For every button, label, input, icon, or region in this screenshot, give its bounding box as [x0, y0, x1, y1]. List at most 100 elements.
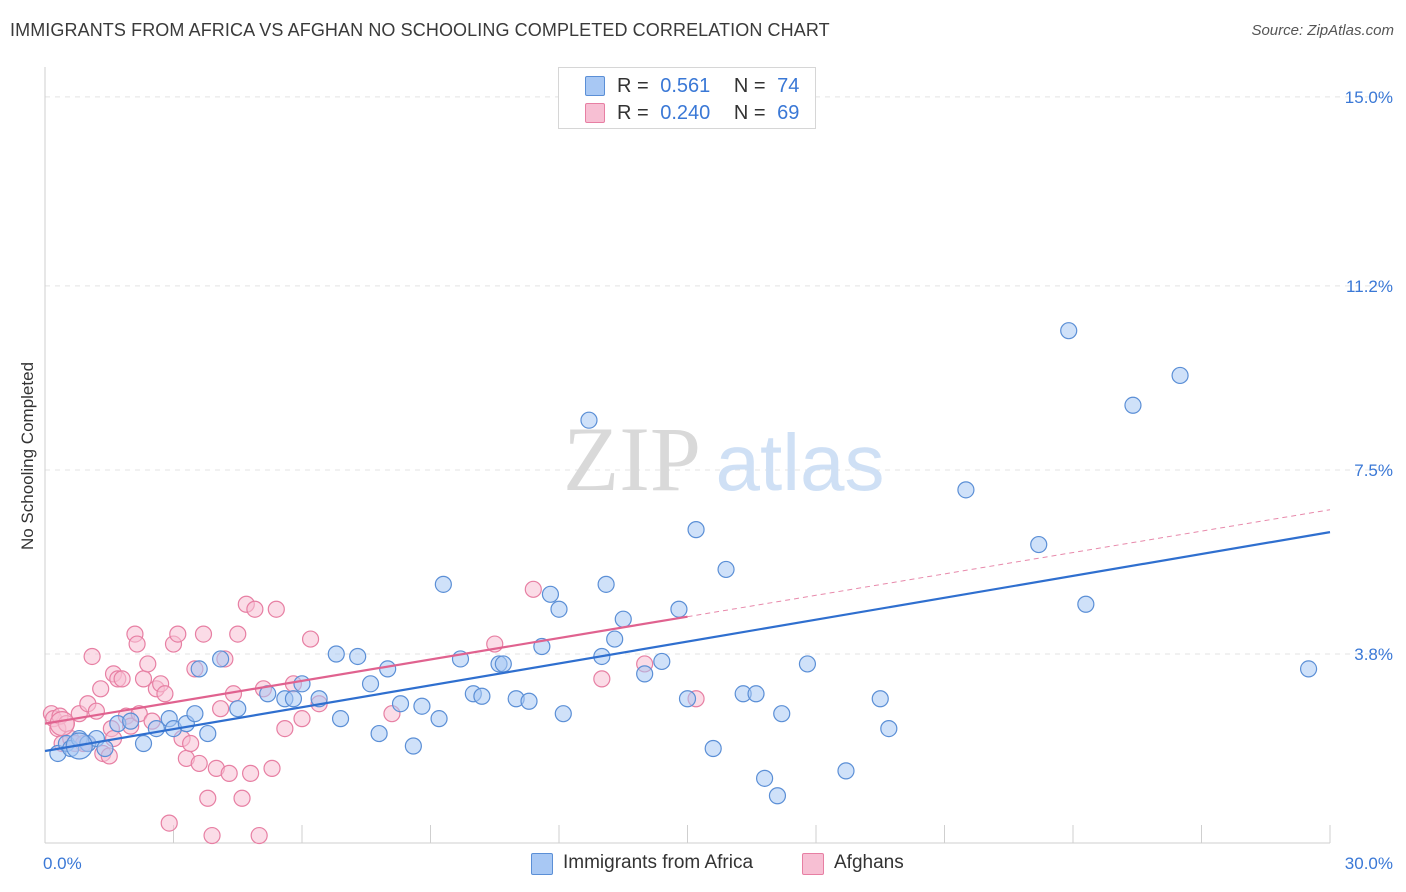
africa-swatch — [585, 76, 605, 96]
afghans-point-12 — [83, 647, 101, 666]
africa-point-64 — [837, 762, 855, 780]
legend-row-africa-text: R = 0.561 N = 74 — [617, 75, 799, 98]
afghans-r-label: R = — [617, 102, 649, 124]
africa-point-17 — [212, 650, 230, 668]
africa-point-14 — [186, 705, 204, 723]
africa-point-22 — [293, 675, 311, 693]
afghans-n-value: 69 — [777, 102, 800, 124]
bottom-africa-swatch — [531, 853, 553, 875]
grid-layer — [45, 96, 1395, 655]
africa-point-67 — [957, 481, 975, 499]
afghans-point-58 — [276, 719, 294, 738]
africa-point-9 — [134, 734, 153, 753]
africa-point-31 — [404, 737, 422, 755]
africa-point-6 — [96, 739, 114, 758]
chart-title: IMMIGRANTS FROM AFRICA VS AFGHAN NO SCHO… — [10, 20, 830, 40]
legend-row-afghans-text: R = 0.240 N = 69 — [617, 102, 799, 125]
africa-point-28 — [370, 724, 388, 743]
africa-point-63 — [798, 655, 817, 673]
afghans-point-57 — [267, 600, 285, 618]
afghans-point-14 — [92, 680, 110, 698]
africa-point-37 — [473, 687, 491, 705]
africa-point-21 — [284, 690, 303, 708]
africa-point-49 — [606, 630, 624, 648]
africa-point-16 — [199, 724, 217, 743]
africa-r-value: 0.561 — [660, 75, 711, 97]
correlation-legend: R = 0.561 N = 74 R = 0.240 N = 69 — [558, 67, 816, 129]
africa-point-69 — [1060, 322, 1078, 340]
afghans-point-50 — [233, 789, 251, 807]
tick-labels: 3.8% 7.5% 11.2% 15.0% 0.0% 30.0% — [43, 88, 1393, 873]
afghans-points — [42, 580, 705, 845]
afghans-point-28 — [139, 655, 157, 673]
source-label: Source: ZipAtlas.com — [1251, 22, 1394, 39]
afghans-point-53 — [246, 600, 264, 618]
africa-point-65 — [871, 690, 889, 708]
africa-point-44 — [550, 600, 568, 618]
africa-point-59 — [747, 685, 765, 703]
bottom-afghans-label: Afghans — [834, 852, 904, 873]
africa-point-32 — [413, 697, 431, 715]
afghans-point-43 — [203, 826, 221, 845]
africa-point-41 — [520, 692, 538, 710]
afghans-point-25 — [128, 635, 146, 653]
africa-point-56 — [704, 739, 722, 758]
afghans-point-33 — [160, 814, 178, 832]
afghans-point-35 — [169, 625, 187, 643]
africa-point-34 — [434, 575, 452, 593]
afghans-point-61 — [301, 630, 320, 648]
africa-point-45 — [554, 705, 572, 723]
africa-point-25 — [331, 710, 350, 728]
africa-point-70 — [1077, 595, 1095, 613]
afghans-point-60 — [293, 710, 311, 728]
africa-point-26 — [349, 647, 367, 666]
x-tick-label-1: 30.0% — [1345, 854, 1393, 873]
africa-point-50 — [614, 610, 632, 628]
africa-point-15 — [190, 660, 208, 678]
africa-n-label: N = — [733, 75, 766, 97]
afghans-trend-line — [44, 615, 688, 725]
africa-point-53 — [670, 600, 688, 618]
x-tick-label-0: 0.0% — [43, 854, 82, 873]
africa-point-46 — [580, 411, 598, 429]
afghans-point-21 — [113, 670, 131, 688]
africa-point-27 — [361, 675, 380, 693]
afghans-point-66 — [593, 670, 611, 688]
trend-lines — [44, 509, 1331, 753]
africa-point-68 — [1030, 535, 1048, 554]
afghans-point-65 — [524, 580, 542, 598]
africa-point-8 — [122, 712, 140, 730]
africa-point-60 — [755, 769, 774, 787]
watermark: ZIP atlas — [563, 408, 884, 510]
africa-point-72 — [1171, 366, 1189, 385]
afghans-r-value: 0.240 — [660, 102, 711, 124]
afghans-trend-extension — [687, 509, 1331, 618]
afghans-n-label: N = — [733, 102, 766, 124]
bottom-afghans-swatch — [802, 853, 824, 875]
africa-point-29 — [379, 660, 397, 678]
africa-point-24 — [327, 645, 345, 663]
africa-r-label: R = — [617, 75, 649, 97]
afghans-point-49 — [229, 625, 247, 643]
africa-point-39 — [494, 655, 512, 673]
africa-point-18 — [229, 700, 247, 718]
africa-point-62 — [773, 705, 791, 723]
watermark-atlas: atlas — [716, 418, 885, 507]
afghans-point-42 — [199, 789, 217, 807]
africa-point-52 — [653, 652, 671, 671]
bottom-africa-label: Immigrants from Africa — [563, 852, 754, 873]
africa-point-57 — [717, 560, 735, 579]
afghans-point-52 — [242, 764, 260, 782]
y-tick-label-1: 7.5% — [1354, 461, 1393, 480]
afghans-point-40 — [190, 754, 208, 773]
y-tick-label-0: 3.8% — [1354, 645, 1393, 664]
afghans-cluster-point — [49, 711, 75, 737]
y-tick-label-2: 11.2% — [1346, 277, 1393, 296]
africa-point-30 — [391, 695, 410, 713]
afghans-point-54 — [250, 826, 268, 845]
africa-point-54 — [678, 690, 697, 708]
africa-point-73 — [1299, 660, 1318, 678]
africa-trend-line — [44, 531, 1331, 753]
africa-points — [49, 322, 1318, 805]
